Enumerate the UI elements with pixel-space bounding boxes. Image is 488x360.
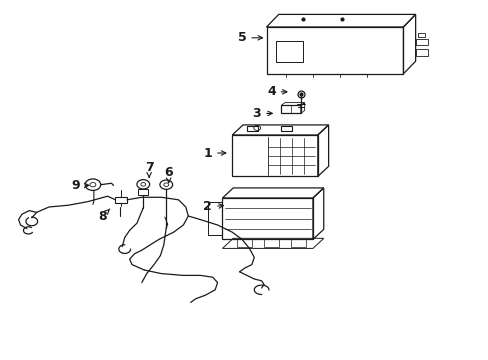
Text: 5: 5 — [237, 31, 262, 44]
Text: 8: 8 — [98, 209, 110, 222]
Text: 9: 9 — [71, 179, 89, 192]
Text: 6: 6 — [164, 166, 173, 183]
Text: 4: 4 — [266, 85, 286, 98]
Text: 7: 7 — [144, 161, 153, 177]
Text: 1: 1 — [203, 147, 225, 159]
Text: 2: 2 — [203, 201, 223, 213]
Text: 3: 3 — [252, 107, 272, 120]
